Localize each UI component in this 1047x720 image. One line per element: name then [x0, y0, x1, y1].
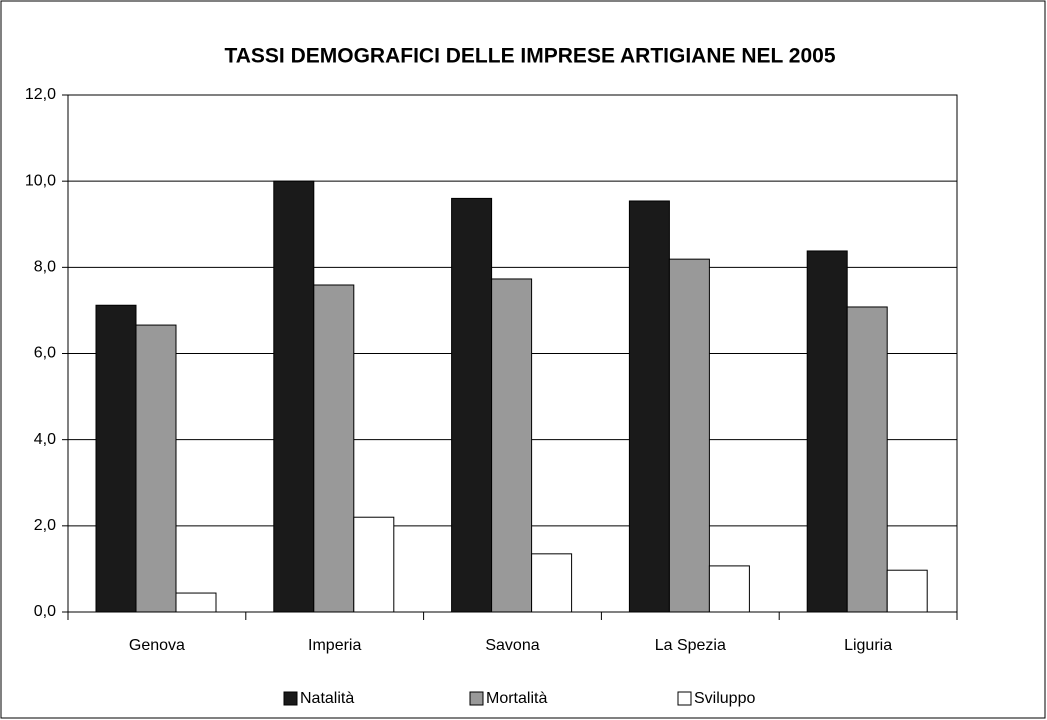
y-tick-label: 2,0	[34, 517, 56, 534]
x-tick-label: La Spezia	[655, 637, 726, 654]
x-tick-label: Savona	[485, 637, 539, 654]
bar	[273, 180, 315, 613]
y-tick-label: 10,0	[25, 172, 56, 189]
legend-label: Sviluppo	[694, 690, 755, 707]
legend-label: Mortalità	[486, 690, 547, 707]
bar	[491, 278, 533, 613]
bar	[668, 258, 710, 613]
bar	[628, 200, 670, 613]
bar	[806, 250, 848, 613]
bar	[95, 304, 137, 613]
legend-label: Natalità	[300, 690, 354, 707]
bar	[313, 284, 355, 613]
bar	[451, 197, 493, 613]
x-tick-label: Liguria	[844, 637, 892, 654]
y-tick-label: 8,0	[34, 259, 56, 276]
legend-swatch	[469, 691, 484, 706]
bar	[886, 569, 928, 613]
legend-swatch	[677, 691, 692, 706]
y-tick-label: 4,0	[34, 431, 56, 448]
legend-swatch	[283, 691, 298, 706]
y-tick-label: 0,0	[34, 603, 56, 620]
x-tick-label: Imperia	[308, 637, 361, 654]
bar	[846, 306, 888, 613]
bar	[531, 553, 573, 613]
chart-title: TASSI DEMOGRAFICI DELLE IMPRESE ARTIGIAN…	[224, 45, 835, 68]
bar	[135, 324, 177, 613]
y-tick-label: 12,0	[25, 86, 56, 103]
x-tick-label: Genova	[129, 637, 185, 654]
bar	[353, 516, 395, 613]
bar	[175, 592, 217, 613]
y-tick-label: 6,0	[34, 345, 56, 362]
bar	[708, 565, 750, 613]
